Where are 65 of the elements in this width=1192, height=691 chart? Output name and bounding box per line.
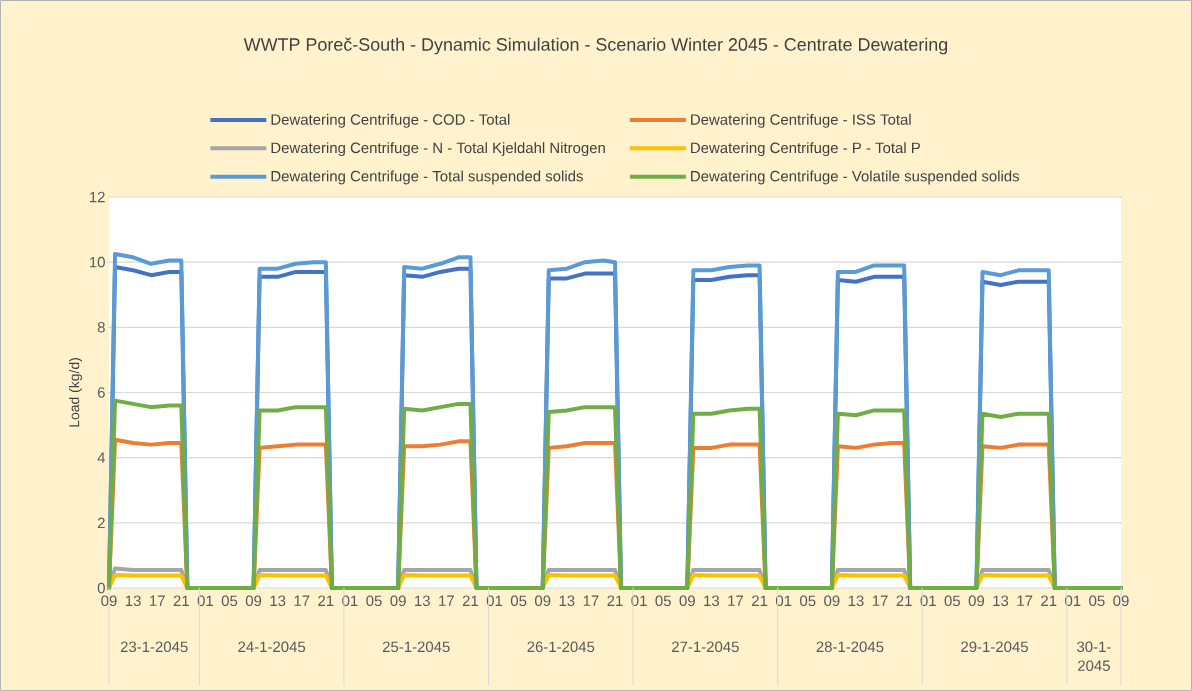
x-tick-label: 17 xyxy=(728,595,744,606)
x-tick-label: 09 xyxy=(1113,595,1129,607)
x-tick-label: 17 xyxy=(294,595,310,606)
x-tick-label: 09 xyxy=(101,595,117,607)
text: 25-1-2045 xyxy=(382,641,450,653)
x-tick-label: 21 xyxy=(752,595,768,606)
x-tick-label: 17 xyxy=(439,595,454,606)
x-tick-label: 09 xyxy=(390,595,406,607)
y-tick-label: 0 xyxy=(97,582,105,594)
text: 24-1-2045 xyxy=(238,641,306,653)
legend-label: Dewatering Centrifuge - P - Total P xyxy=(691,142,920,157)
x-tick-label: 13 xyxy=(848,595,864,607)
y-tick-label: 8 xyxy=(97,322,105,333)
x-tick-label: 21 xyxy=(462,595,479,606)
text: 29-1-2045 xyxy=(961,641,1028,653)
x-tick-label: 17 xyxy=(1017,595,1033,606)
y-tick-label: 6 xyxy=(97,387,105,398)
x-tick-label: 21 xyxy=(896,595,912,606)
x-tick-label: 01 xyxy=(1065,595,1081,607)
x-tick-label: 09 xyxy=(245,595,262,607)
x-tick-label: 13 xyxy=(559,595,575,607)
x-tick-label: 05 xyxy=(1089,595,1105,607)
legend-label: Dewatering Centrifuge - ISS Total xyxy=(691,113,911,128)
x-tick-label: 01 xyxy=(775,595,792,607)
x-tick-label: 05 xyxy=(944,595,961,607)
legend-label: Dewatering Centrifuge - N - Total Kjeldahl Nitrogen xyxy=(271,142,605,157)
x-tick-label: 21 xyxy=(318,595,334,606)
text: 26-1-2045 xyxy=(527,641,595,653)
x-tick-label: 05 xyxy=(800,595,816,607)
x-tick-label: 21 xyxy=(173,595,189,606)
x-tick-label: 01 xyxy=(197,595,213,607)
x-tick-label: 09 xyxy=(535,595,551,607)
x-tick-label: 13 xyxy=(125,595,141,607)
legend-label: Dewatering Centrifuge - COD - Total xyxy=(271,113,510,128)
x-tick-label: 01 xyxy=(631,595,647,607)
legend-label: Dewatering Centrifuge - Total suspended solids xyxy=(271,170,583,185)
x-tick-label: 09 xyxy=(824,595,840,607)
x-tick-label: 09 xyxy=(679,595,695,607)
text: 27-1-2045 xyxy=(672,641,739,653)
x-tick-label: 05 xyxy=(221,595,238,607)
chart-title: WWTP Poreč-South - Dynamic Simulation - Scenario Winter 2045 - Centrate Dewatering xyxy=(243,37,948,55)
x-tick-label: 21 xyxy=(1041,595,1057,606)
x-tick-label: 21 xyxy=(607,595,623,606)
y-tick-label: 2 xyxy=(97,517,105,529)
x-tick-label: 05 xyxy=(366,595,382,607)
x-tick-label: 13 xyxy=(270,595,286,607)
x-tick-label: 13 xyxy=(993,595,1009,607)
legend-label: Dewatering Centrifuge - Volatile suspended solids xyxy=(691,170,1020,185)
y-axis-title: Load (kg/d) xyxy=(69,358,83,427)
x-tick-label: 13 xyxy=(415,595,430,607)
text: 28-1-2045 xyxy=(816,641,884,653)
x-tick-label: 17 xyxy=(872,595,888,606)
x-tick-label: 01 xyxy=(342,595,358,607)
x-tick-label: 17 xyxy=(583,595,599,606)
text: 23-1-2045 xyxy=(120,641,188,653)
x-tick-label: 13 xyxy=(704,595,720,607)
y-tick-label: 12 xyxy=(90,191,105,203)
x-tick-label: 09 xyxy=(968,595,985,607)
y-tick-label: 10 xyxy=(90,256,105,268)
x-tick-label: 17 xyxy=(150,595,165,606)
x-tick-label: 01 xyxy=(920,595,936,607)
x-tick-label: 05 xyxy=(510,595,527,607)
x-tick-label: 05 xyxy=(655,595,671,607)
y-tick-label: 4 xyxy=(97,452,106,463)
text: 30-1-2045 xyxy=(1077,641,1111,672)
